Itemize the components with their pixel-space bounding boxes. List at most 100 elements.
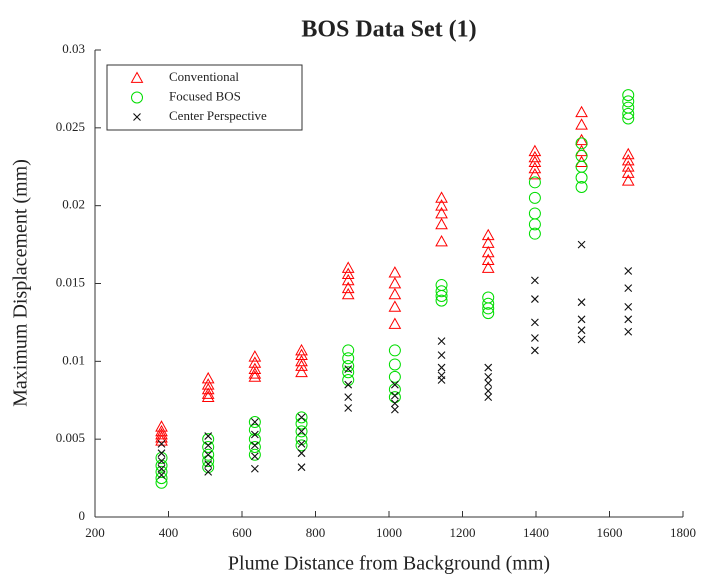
point — [621, 166, 635, 178]
point — [201, 387, 215, 399]
point — [341, 267, 355, 280]
point — [344, 393, 353, 402]
legend-marker — [133, 113, 141, 121]
point — [624, 327, 633, 336]
point — [435, 285, 448, 298]
point — [297, 413, 306, 422]
point — [575, 171, 588, 184]
point — [622, 95, 635, 108]
point — [622, 89, 635, 102]
y-tick-label: 0.025 — [56, 119, 85, 134]
point — [528, 168, 542, 180]
point — [528, 161, 542, 174]
point — [297, 463, 306, 472]
point — [528, 144, 542, 157]
point — [155, 434, 168, 446]
point — [250, 464, 259, 473]
legend-label: Conventional — [169, 69, 239, 84]
x-tick-label: 600 — [232, 525, 252, 540]
point — [248, 423, 261, 436]
x-tick-label: 1600 — [597, 525, 623, 540]
point — [388, 276, 402, 289]
y-tick-label: 0.01 — [62, 352, 85, 367]
point — [575, 137, 588, 150]
point — [577, 315, 586, 324]
point — [342, 360, 355, 373]
point — [248, 440, 261, 453]
point — [388, 358, 401, 371]
legend-label: Focused BOS — [169, 88, 241, 103]
point — [204, 432, 213, 440]
point — [622, 101, 635, 114]
point — [250, 418, 259, 426]
point — [528, 227, 541, 240]
point — [484, 387, 493, 395]
point — [297, 449, 306, 458]
point — [482, 307, 495, 320]
point — [575, 180, 588, 193]
point — [202, 461, 215, 474]
point — [155, 451, 168, 464]
y-tick-label: 0.03 — [62, 41, 85, 56]
point — [481, 261, 495, 273]
point — [342, 374, 355, 387]
point — [481, 245, 495, 258]
point — [435, 289, 448, 302]
point — [390, 380, 399, 389]
y-axis-label: Maximum Displacement (mm) — [10, 159, 32, 407]
point — [204, 441, 213, 450]
point — [435, 206, 448, 219]
point — [157, 449, 166, 458]
point — [484, 373, 493, 381]
point — [435, 199, 448, 211]
x-tick-label: 1800 — [670, 525, 696, 540]
point — [484, 363, 493, 372]
x-tick-label: 1000 — [376, 525, 402, 540]
point — [484, 379, 493, 388]
point — [248, 350, 262, 362]
point — [342, 344, 355, 357]
point — [388, 317, 402, 329]
x-tick-label: 1200 — [450, 525, 476, 540]
point — [297, 427, 306, 436]
point — [202, 448, 215, 461]
point — [435, 294, 448, 307]
point — [437, 376, 446, 384]
point — [624, 267, 633, 275]
point — [531, 276, 539, 285]
point — [437, 363, 446, 372]
point — [248, 362, 262, 375]
point — [482, 302, 495, 315]
point — [577, 335, 586, 344]
point — [624, 315, 633, 324]
x-tick-label: 200 — [85, 525, 105, 540]
point — [155, 427, 168, 440]
point — [157, 439, 166, 448]
point — [295, 425, 308, 438]
point — [624, 302, 633, 311]
point — [481, 228, 495, 241]
point — [295, 365, 308, 378]
point — [388, 370, 401, 383]
point — [344, 365, 353, 374]
point — [528, 191, 541, 204]
y-tick-label: 0.005 — [56, 430, 85, 445]
x-axis-label: Plume Distance from Background (mm) — [228, 553, 550, 575]
point — [435, 191, 448, 203]
point — [295, 433, 308, 446]
point — [248, 448, 261, 461]
point — [202, 440, 215, 453]
point — [388, 344, 401, 357]
point — [435, 279, 448, 292]
x-tick-label: 1400 — [523, 525, 549, 540]
point — [575, 105, 588, 118]
point — [201, 371, 215, 384]
point — [341, 281, 355, 294]
legend-marker — [131, 91, 143, 104]
point — [484, 393, 493, 402]
point — [435, 234, 448, 247]
point — [528, 207, 541, 220]
legend-label: Center Perspective — [169, 108, 267, 123]
y-tick-label: 0.02 — [62, 197, 85, 212]
